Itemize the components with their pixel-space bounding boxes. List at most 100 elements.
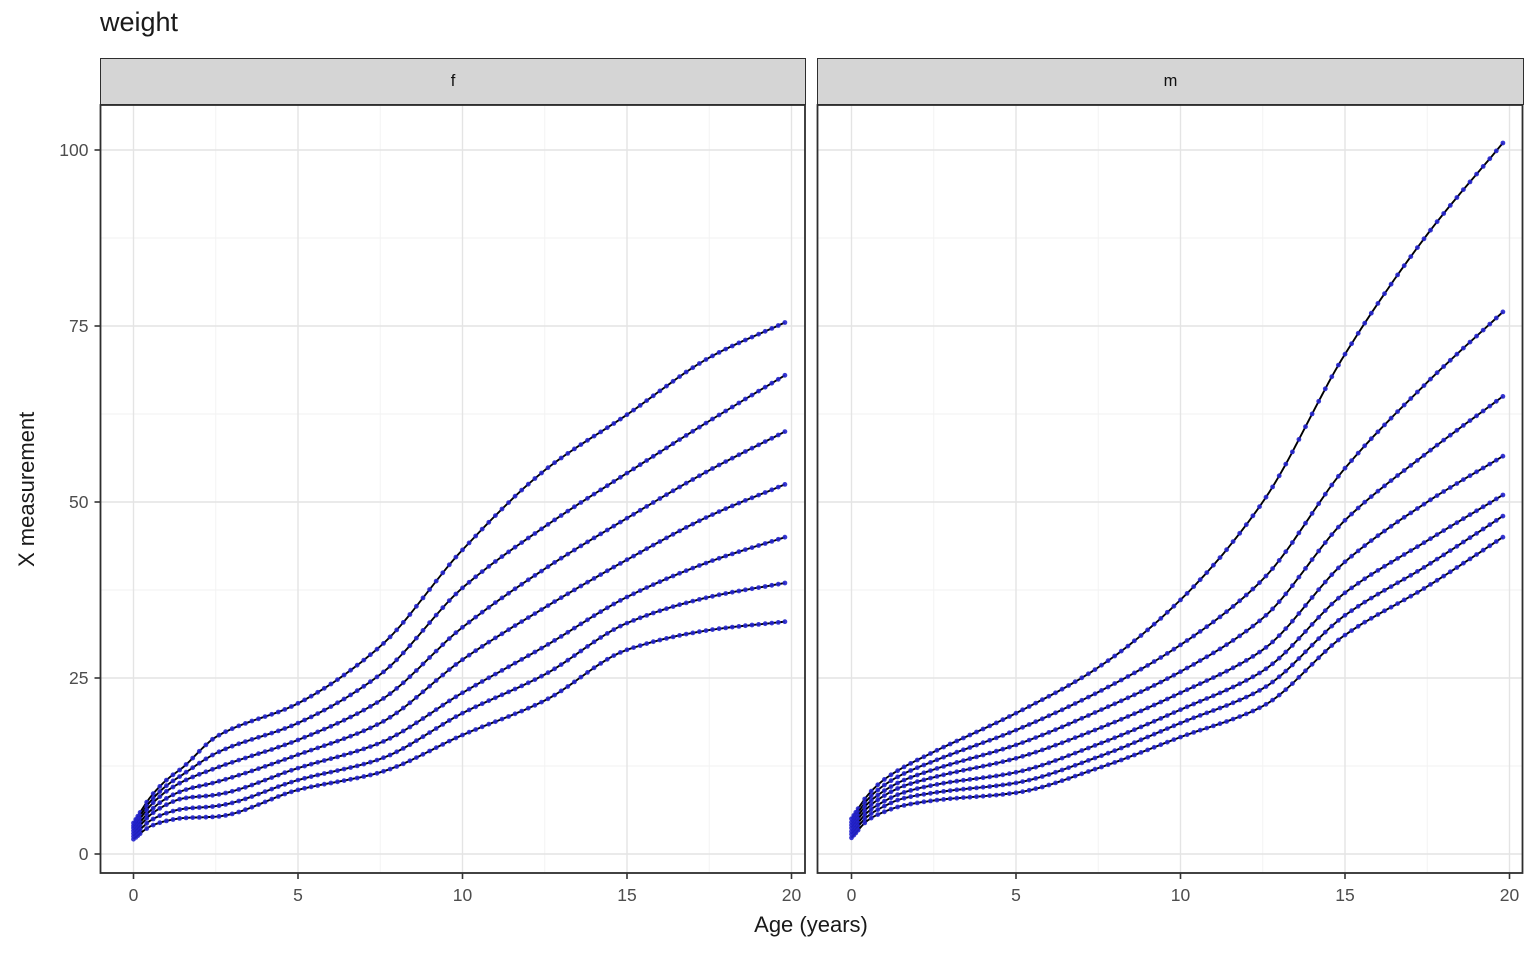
data-point — [558, 455, 564, 461]
data-point — [420, 716, 426, 721]
data-point — [1039, 732, 1045, 738]
data-point — [1125, 674, 1131, 679]
data-point — [954, 760, 960, 765]
data-point — [868, 788, 874, 794]
data-point — [315, 711, 321, 716]
data-point — [974, 765, 979, 770]
data-point — [875, 812, 881, 817]
data-point — [1309, 622, 1315, 627]
data-point — [974, 729, 979, 735]
data-point — [716, 592, 722, 598]
data-point — [914, 779, 920, 785]
data-point — [1303, 668, 1308, 674]
data-point — [934, 774, 940, 779]
curve-line-m-4 — [850, 455, 1504, 829]
data-point — [275, 772, 281, 778]
data-point — [723, 553, 729, 559]
data-point — [716, 626, 722, 632]
data-point — [1421, 565, 1427, 570]
data-point — [980, 775, 986, 781]
data-point — [743, 396, 748, 402]
data-point — [604, 568, 610, 574]
data-point — [532, 476, 538, 481]
data-point — [1191, 584, 1197, 589]
data-point — [289, 779, 294, 785]
data-point — [618, 416, 623, 422]
data-point — [558, 595, 564, 601]
data-point — [1487, 522, 1493, 528]
data-point — [624, 647, 630, 653]
data-point — [1197, 577, 1203, 583]
data-point — [1053, 758, 1058, 763]
data-point — [618, 519, 623, 525]
data-point — [1211, 650, 1216, 656]
data-point — [315, 772, 321, 778]
data-point — [1342, 465, 1348, 471]
data-point — [1355, 548, 1361, 554]
data-point — [782, 429, 788, 434]
data-point — [420, 661, 426, 667]
data-point — [1132, 727, 1137, 733]
data-point — [1013, 710, 1019, 716]
data-point — [1270, 661, 1275, 667]
data-point — [361, 774, 367, 779]
data-point — [1316, 398, 1322, 404]
data-point — [862, 804, 868, 810]
data-point — [479, 526, 485, 532]
data-point — [572, 625, 577, 631]
data-point — [1270, 566, 1275, 571]
data-point — [512, 686, 518, 692]
data-point — [150, 822, 156, 828]
data-point — [604, 483, 610, 489]
data-point — [1322, 629, 1328, 635]
data-point — [295, 752, 301, 758]
curve-line-m-6 — [850, 515, 1504, 835]
data-point — [1270, 484, 1275, 490]
data-point — [1053, 710, 1058, 716]
data-point — [321, 685, 327, 691]
data-point — [473, 648, 479, 654]
data-point — [1276, 599, 1282, 605]
data-point — [1316, 501, 1322, 507]
data-point — [381, 718, 386, 724]
data-point — [368, 652, 373, 658]
data-point — [341, 778, 347, 783]
data-point — [1099, 707, 1104, 712]
data-point — [928, 775, 933, 781]
data-point — [532, 702, 538, 708]
data-point — [1428, 497, 1433, 503]
data-point — [947, 752, 953, 758]
data-point — [729, 551, 735, 557]
data-point — [657, 608, 663, 614]
data-point — [177, 796, 183, 802]
data-point — [348, 733, 353, 739]
data-point — [361, 761, 367, 767]
data-point — [1461, 187, 1466, 193]
data-point — [275, 759, 281, 765]
data-point — [1145, 705, 1150, 711]
data-point — [170, 799, 176, 804]
data-point — [1184, 718, 1190, 723]
data-point — [203, 804, 209, 810]
data-point — [591, 613, 597, 619]
data-point — [888, 778, 894, 784]
data-point — [782, 372, 788, 378]
data-point — [1395, 409, 1400, 414]
data-point — [650, 500, 656, 505]
data-point — [637, 462, 643, 468]
data-point — [196, 794, 202, 799]
data-point — [1086, 745, 1091, 751]
data-point — [1099, 688, 1104, 693]
data-point — [170, 772, 176, 778]
data-point — [321, 771, 327, 776]
data-point — [203, 742, 209, 748]
data-point — [1257, 649, 1262, 655]
data-point — [341, 717, 347, 723]
data-point — [1224, 703, 1229, 708]
data-point — [716, 509, 722, 514]
data-point — [1487, 543, 1493, 549]
curve-line-m-2 — [850, 311, 1504, 823]
data-point — [506, 500, 511, 505]
data-point — [493, 635, 498, 641]
data-point — [315, 729, 321, 735]
